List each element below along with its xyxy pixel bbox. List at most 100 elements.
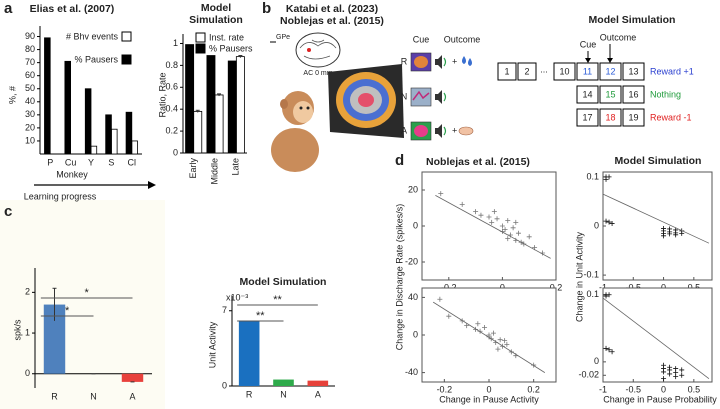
y-tick-label: 10 bbox=[25, 135, 35, 145]
scatter-point bbox=[679, 367, 685, 373]
bar bbox=[84, 88, 92, 155]
bar bbox=[105, 114, 112, 155]
scatter-point bbox=[673, 232, 679, 238]
state-label: 17 bbox=[582, 112, 592, 122]
x-tick-label: Early bbox=[188, 158, 198, 179]
scatter-point bbox=[679, 372, 685, 378]
x-tick-label: -0.2 bbox=[441, 282, 457, 292]
chart-title: Noblejas et al. (2015) bbox=[426, 156, 530, 168]
plot-frame bbox=[421, 171, 557, 281]
x-tick-label: Y bbox=[88, 157, 94, 167]
scatter-point bbox=[609, 221, 615, 227]
y-tick-label: 20 bbox=[408, 184, 418, 194]
scatter-point bbox=[667, 371, 673, 377]
scatter-point bbox=[478, 212, 484, 218]
x-tick-label: -0.5 bbox=[626, 282, 642, 292]
x-tick-label: A bbox=[129, 391, 135, 401]
scatter-point bbox=[482, 324, 488, 330]
y-tick-label: 90 bbox=[25, 31, 35, 41]
y-tick-label: 40 bbox=[408, 292, 418, 302]
trial-label: R bbox=[401, 56, 408, 66]
bar bbox=[235, 56, 245, 154]
bar bbox=[273, 379, 294, 386]
progress-arrowhead bbox=[148, 181, 156, 189]
y-axis-label: Change in Discharge Rate (spikes/s) bbox=[394, 204, 404, 351]
scatter-point bbox=[438, 191, 444, 197]
fit-line bbox=[435, 195, 551, 259]
y-tick-label: 0 bbox=[594, 220, 599, 230]
y-tick-label: 7 bbox=[222, 305, 227, 315]
bar bbox=[227, 60, 237, 154]
y-tick-label: 80 bbox=[25, 44, 35, 54]
column-header: Cue bbox=[413, 34, 430, 44]
scatter-point bbox=[661, 376, 667, 382]
y-tick-label: 1 bbox=[173, 38, 178, 48]
x-tick-label: N bbox=[90, 391, 97, 401]
bar bbox=[121, 373, 144, 382]
state-label: 10 bbox=[559, 66, 569, 76]
x-tick-label: 0 bbox=[661, 282, 666, 292]
outcome-icons: ++ bbox=[452, 56, 474, 135]
scatter-point bbox=[437, 296, 443, 302]
significance-label: ** bbox=[256, 310, 265, 322]
diagram-title: Noblejas et al. (2015) bbox=[280, 15, 384, 27]
scatter-point bbox=[606, 347, 612, 353]
scatter-point bbox=[606, 292, 612, 298]
state-label: 16 bbox=[628, 89, 638, 99]
y-tick-label: 40 bbox=[25, 96, 35, 106]
scatter-point bbox=[464, 323, 470, 329]
bar bbox=[307, 380, 329, 386]
y-tick-label: 0 bbox=[173, 147, 178, 157]
state-label: 13 bbox=[628, 66, 638, 76]
sequence-boxes: 1 2 ... 10 11 12 13 14 15 16 17 18 19 bbox=[497, 62, 645, 127]
legend-swatch bbox=[195, 43, 206, 54]
fit-line bbox=[602, 193, 710, 244]
bar bbox=[214, 94, 224, 154]
y-tick-label: 30 bbox=[25, 109, 35, 119]
y-tick-label: -0.02 bbox=[578, 370, 599, 380]
chart-title: Model Simulation bbox=[615, 155, 702, 167]
panel-label: b bbox=[262, 0, 271, 17]
y-tick-label: 20 bbox=[25, 122, 35, 132]
fit-line bbox=[602, 297, 710, 379]
scatter-point bbox=[510, 225, 516, 231]
chart-title: Model Simulation bbox=[189, 2, 243, 26]
bar bbox=[90, 145, 98, 155]
svg-text:+: + bbox=[452, 56, 457, 66]
diagram-model-title: Model Simulation bbox=[589, 14, 676, 26]
scatter-point bbox=[515, 230, 521, 236]
y-tick-label: 0.6 bbox=[165, 82, 178, 92]
chart-title: Model Simulation bbox=[189, 2, 243, 26]
x-tick-label: R bbox=[246, 389, 253, 399]
x-tick-label: R bbox=[51, 391, 58, 401]
bar bbox=[185, 44, 195, 154]
event-label: Outcome bbox=[600, 32, 637, 42]
outcome-label: Nothing bbox=[650, 89, 681, 99]
bar bbox=[44, 37, 51, 155]
state-label: 2 bbox=[524, 66, 529, 76]
legend-swatch bbox=[121, 54, 132, 65]
scatter-point bbox=[491, 209, 497, 215]
x-tick-label: 0 bbox=[500, 282, 505, 292]
plot-frame bbox=[602, 171, 713, 281]
x-tick-label: 0 bbox=[661, 384, 666, 394]
y-tick-label: 0.2 bbox=[165, 125, 178, 135]
x-tick-label: -1 bbox=[599, 384, 607, 394]
x-tick-label: 0.2 bbox=[550, 282, 563, 292]
x-tick-label: 0 bbox=[486, 384, 491, 394]
event-label: Cue bbox=[580, 39, 597, 49]
y-axis-label: Unit Activity bbox=[207, 321, 217, 368]
chart-title: Elias et al. (2007) bbox=[30, 3, 115, 15]
significance-label: * bbox=[65, 305, 70, 317]
y-tick-label: 0.4 bbox=[165, 104, 178, 114]
y-tick-label: 60 bbox=[25, 70, 35, 80]
tone-icons bbox=[435, 55, 447, 138]
y-axis-label: %, # bbox=[7, 86, 17, 104]
x-tick-label: -0.5 bbox=[626, 384, 642, 394]
y-tick-label: 0 bbox=[413, 220, 418, 230]
y-tick-label: 0.1 bbox=[586, 171, 599, 181]
scatter-point bbox=[661, 233, 667, 239]
scatter-point bbox=[495, 346, 501, 352]
x-tick-label: Middle bbox=[209, 158, 219, 185]
y-tick-label: 0.8 bbox=[165, 60, 178, 70]
